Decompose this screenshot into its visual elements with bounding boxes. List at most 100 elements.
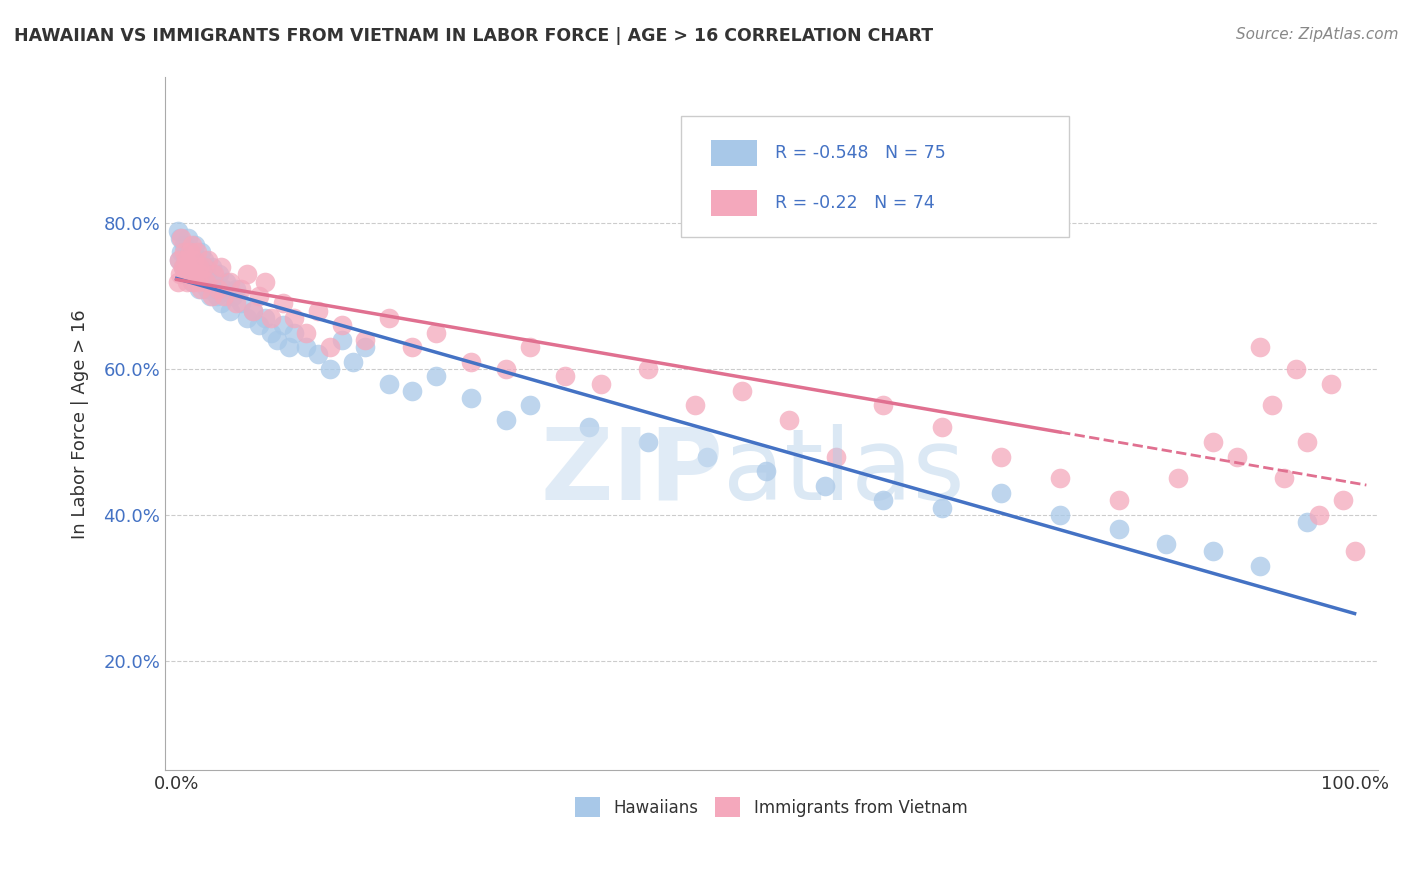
Point xyxy=(1343,544,1365,558)
Point xyxy=(377,376,399,391)
Y-axis label: In Labor Force | Age > 16: In Labor Force | Age > 16 xyxy=(72,309,89,539)
Point xyxy=(188,267,211,281)
Point xyxy=(183,260,205,274)
Point xyxy=(177,231,200,245)
Point xyxy=(1108,523,1130,537)
Point xyxy=(683,399,706,413)
Point xyxy=(212,289,235,303)
Point xyxy=(1049,508,1071,522)
Point xyxy=(637,362,659,376)
Point xyxy=(170,231,193,245)
Point xyxy=(242,303,264,318)
Point xyxy=(201,289,224,303)
Point xyxy=(295,340,318,354)
FancyBboxPatch shape xyxy=(681,116,1069,236)
Point xyxy=(195,282,218,296)
Point xyxy=(212,282,235,296)
Point xyxy=(1108,493,1130,508)
Point xyxy=(460,355,482,369)
Point xyxy=(195,275,218,289)
Point xyxy=(401,384,423,398)
Text: HAWAIIAN VS IMMIGRANTS FROM VIETNAM IN LABOR FORCE | AGE > 16 CORRELATION CHART: HAWAIIAN VS IMMIGRANTS FROM VIETNAM IN L… xyxy=(14,27,934,45)
Point xyxy=(825,450,848,464)
Point xyxy=(236,267,259,281)
Point xyxy=(277,340,299,354)
Point xyxy=(169,231,191,245)
Point xyxy=(1331,493,1354,508)
Point xyxy=(1285,362,1308,376)
Point xyxy=(1202,544,1225,558)
Point xyxy=(231,282,253,296)
Point xyxy=(166,223,188,237)
Point xyxy=(173,245,195,260)
Point xyxy=(342,355,364,369)
Point xyxy=(1308,508,1330,522)
Point xyxy=(201,260,224,274)
Point xyxy=(377,311,399,326)
Text: R = -0.548   N = 75: R = -0.548 N = 75 xyxy=(775,144,946,162)
Point xyxy=(247,318,270,333)
Point xyxy=(1320,376,1343,391)
Point xyxy=(1167,471,1189,485)
Point xyxy=(181,252,204,267)
Point xyxy=(253,311,276,326)
Point xyxy=(425,369,447,384)
Point xyxy=(271,318,294,333)
Point xyxy=(177,260,200,274)
Point xyxy=(169,267,191,281)
Point xyxy=(425,326,447,340)
Point xyxy=(231,296,253,310)
Point xyxy=(519,399,541,413)
Point xyxy=(193,252,215,267)
Point xyxy=(197,267,219,281)
Text: R = -0.22   N = 74: R = -0.22 N = 74 xyxy=(775,194,935,211)
Point xyxy=(209,296,232,310)
Point xyxy=(990,450,1012,464)
Point xyxy=(176,252,198,267)
Point xyxy=(172,260,194,274)
Point xyxy=(696,450,718,464)
Point xyxy=(166,275,188,289)
Point xyxy=(401,340,423,354)
Point xyxy=(1049,471,1071,485)
Point xyxy=(174,267,197,281)
Point xyxy=(207,282,229,296)
Point xyxy=(179,245,201,260)
Point xyxy=(931,420,953,434)
Point xyxy=(260,326,283,340)
Point xyxy=(990,486,1012,500)
Point xyxy=(330,318,353,333)
Point xyxy=(167,252,190,267)
Point xyxy=(253,275,276,289)
Point xyxy=(181,275,204,289)
Point xyxy=(554,369,576,384)
Point xyxy=(167,252,190,267)
Point xyxy=(1249,340,1271,354)
Point xyxy=(354,340,377,354)
Point xyxy=(197,252,219,267)
Point xyxy=(295,326,318,340)
Point xyxy=(225,296,247,310)
Point xyxy=(191,267,214,281)
Point xyxy=(247,289,270,303)
Point xyxy=(637,434,659,449)
Point xyxy=(589,376,612,391)
Point xyxy=(778,413,800,427)
Point xyxy=(183,252,205,267)
Point xyxy=(187,252,209,267)
Point xyxy=(495,413,517,427)
Point xyxy=(172,260,194,274)
Point xyxy=(180,267,202,281)
Point xyxy=(179,260,201,274)
Point xyxy=(202,282,225,296)
Point xyxy=(330,333,353,347)
Point xyxy=(187,275,209,289)
Point xyxy=(193,260,215,274)
Point xyxy=(222,289,245,303)
Point xyxy=(218,303,240,318)
Point xyxy=(260,311,283,326)
Point xyxy=(731,384,754,398)
Point xyxy=(208,267,231,281)
Point xyxy=(283,311,305,326)
Point xyxy=(271,296,294,310)
